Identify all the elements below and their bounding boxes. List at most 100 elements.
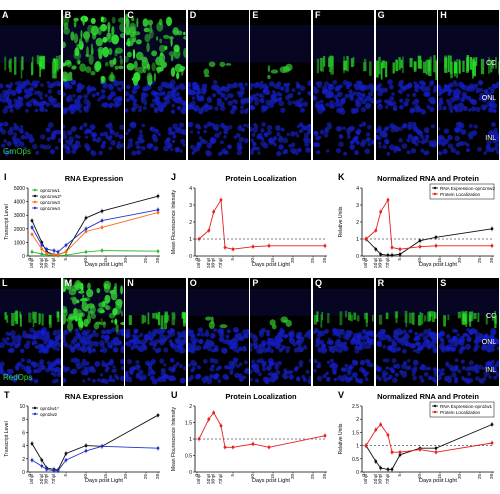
retina-layer-label: CC <box>486 60 497 67</box>
x-tick-label: 10 <box>83 258 88 264</box>
x-tick-label: 15 <box>103 258 108 264</box>
x-tick-label: 36hpl <box>211 474 216 484</box>
y-tick-label: 1 <box>189 237 192 243</box>
y-tick-label: 0.5 <box>185 454 192 460</box>
series-line <box>365 198 492 250</box>
chart-title: RNA Expression <box>65 174 124 183</box>
x-tick-label: 0 <box>194 258 199 261</box>
series-line <box>31 445 159 472</box>
x-tick-label: 20 <box>457 258 462 264</box>
chart-panel-letter: U <box>171 390 178 400</box>
y-tick-label: 3000 <box>14 213 25 219</box>
micrograph-panel: E <box>250 10 312 160</box>
series-line <box>198 198 325 250</box>
x-tick-label: 24hpl <box>206 474 211 484</box>
x-tick-label: 5 <box>63 474 68 477</box>
micrograph-panel: D <box>187 10 249 160</box>
micrograph-row-green-opsin: A GrnOps B C D E F G H CC ONL INL <box>0 0 500 160</box>
micrograph-panel: H CC ONL INL <box>438 10 500 160</box>
y-tick-label: 2 <box>189 404 192 410</box>
y-tick-label: 4 <box>189 186 192 192</box>
x-tick-label: 10 <box>417 474 422 480</box>
retina-layer-label: ONL <box>481 338 497 346</box>
y-tick-label: 1 <box>356 444 359 450</box>
legend-entry: opn1mw1 <box>40 188 60 193</box>
x-axis-label: Days post Light <box>85 478 123 484</box>
x-tick-label: 16hpl <box>29 474 34 484</box>
x-tick-label: 16hpl <box>196 258 201 268</box>
x-tick-label: 5 <box>230 258 235 261</box>
panel-letter: N <box>127 278 134 288</box>
x-tick-label: 28 <box>155 258 160 264</box>
y-tick-label: 0 <box>356 254 359 260</box>
x-tick-label: 16hpl <box>363 474 368 484</box>
y-tick-label: 2 <box>356 417 359 423</box>
y-tick-label: 0 <box>22 470 25 476</box>
x-tick-label: 5 <box>63 258 68 261</box>
x-tick-label: 36hpl <box>44 474 49 484</box>
retina-layer-label: INL <box>485 135 497 142</box>
panel-letter: H <box>440 10 447 20</box>
y-tick-label: 1 <box>189 437 192 443</box>
x-tick-label: 28 <box>155 474 160 480</box>
x-tick-label: 25 <box>310 258 315 264</box>
micrograph-panel: O <box>187 278 249 386</box>
y-axis-label: Transcript Level <box>4 204 10 239</box>
micrograph-panel: P <box>250 278 312 386</box>
y-tick-label: 0 <box>189 254 192 260</box>
x-tick-label: 25 <box>310 474 315 480</box>
x-tick-label: 72hpl <box>218 474 223 484</box>
micrograph-panel: A GrnOps <box>0 10 61 160</box>
x-tick-label: 20 <box>457 474 462 480</box>
x-tick-label: 72hpl <box>385 258 390 268</box>
y-tick-label: 0 <box>189 470 192 476</box>
x-tick-label: 5 <box>230 474 235 477</box>
x-tick-label: 36hpl <box>211 258 216 268</box>
legend-entry: opn1mw3 <box>40 200 60 205</box>
x-tick-label: 20 <box>123 258 128 264</box>
micrograph-panel: F <box>313 10 374 160</box>
x-tick-label: 15 <box>270 474 275 480</box>
x-tick-label: 16hpl <box>196 474 201 484</box>
chart-title: RNA Expression <box>65 392 124 401</box>
x-axis-label: Days post Light <box>85 262 123 268</box>
x-tick-label: 15 <box>437 258 442 264</box>
y-axis-label: Transcript Level <box>4 421 10 456</box>
chart-panel-letter: V <box>338 390 344 400</box>
x-tick-label: 28 <box>322 474 327 480</box>
series-line <box>198 411 326 448</box>
x-tick-label: 25 <box>143 258 148 264</box>
micrograph-image <box>438 25 500 156</box>
panel-letter: S <box>440 278 447 288</box>
x-tick-label: 72hpl <box>385 474 390 484</box>
x-tick-label: 25 <box>477 258 482 264</box>
x-tick-label: 24hpl <box>373 258 378 268</box>
micrograph-image <box>375 288 437 384</box>
retina-layer-label: CC <box>486 312 497 320</box>
micrograph-image <box>313 288 374 384</box>
y-tick-label: 2000 <box>14 227 25 233</box>
x-tick-label: 25 <box>143 474 148 480</box>
micrograph-image <box>375 25 437 156</box>
x-tick-label: 10 <box>250 474 255 480</box>
y-axis-label: Relative Units <box>338 423 344 454</box>
micrograph-panel: S CC ONL INL <box>438 278 500 386</box>
panel-letter: O <box>189 278 197 288</box>
x-tick-label: 24hpl <box>39 258 44 268</box>
panel-letter: D <box>189 10 197 20</box>
series-line <box>31 209 159 253</box>
micrograph-image <box>187 25 249 157</box>
y-axis-label: Mean Flourescence Intensity <box>171 407 177 471</box>
x-axis-label: Days post Light <box>419 478 457 484</box>
y-tick-label: 4 <box>22 444 25 450</box>
x-tick-label: 10 <box>417 258 422 264</box>
chart-panel-letter: K <box>338 172 345 182</box>
panel-letter: P <box>252 278 259 288</box>
micrograph-image <box>313 25 374 156</box>
x-tick-label: 36hpl <box>378 474 383 484</box>
y-tick-label: 3 <box>189 203 192 209</box>
x-tick-label: 72hpl <box>218 258 223 268</box>
y-tick-label: 5000 <box>14 186 25 192</box>
y-tick-label: 6 <box>22 430 25 436</box>
